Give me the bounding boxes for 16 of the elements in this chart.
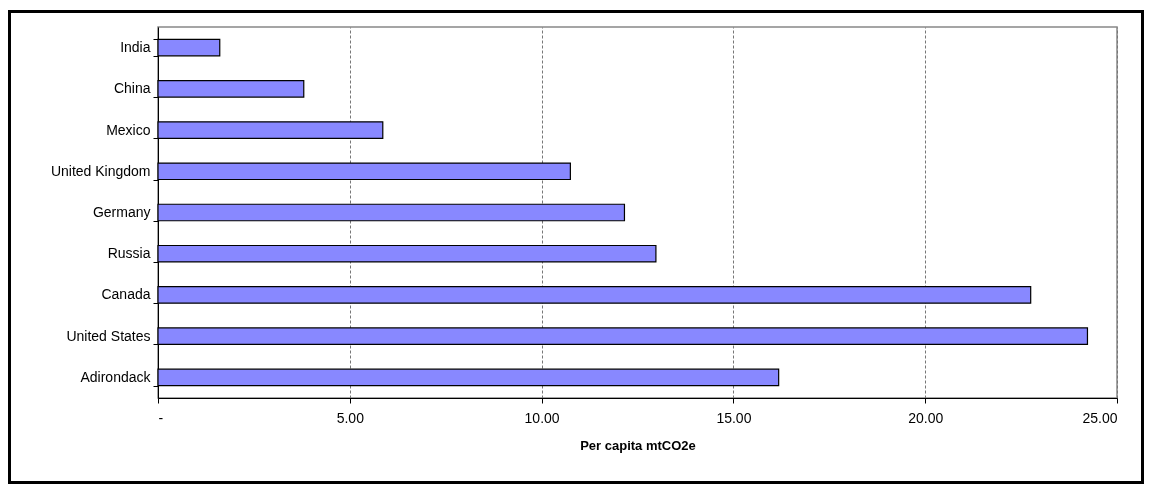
y-tick-label: United Kingdom <box>50 162 151 179</box>
x-tick-label: 25.00 <box>1082 409 1118 426</box>
x-tick-label: 20.00 <box>908 409 944 426</box>
y-tick-label: India <box>120 39 151 56</box>
y-tick-label: China <box>113 80 151 97</box>
x-tick-label: - <box>158 409 164 426</box>
y-tick-label: Mexico <box>106 121 151 138</box>
x-tick-label: 10.00 <box>524 409 560 426</box>
y-tick-label: Canada <box>101 286 151 303</box>
x-axis-title: Per capita mtCO2e <box>580 437 696 453</box>
x-tick-label: 5.00 <box>336 409 365 426</box>
y-tick-label: Germany <box>92 204 151 220</box>
y-tick-label: United States <box>66 327 151 344</box>
x-tick-label: 15.00 <box>716 409 752 426</box>
y-tick-label: Adirondack <box>80 368 152 385</box>
y-tick-label: Russia <box>107 245 151 262</box>
